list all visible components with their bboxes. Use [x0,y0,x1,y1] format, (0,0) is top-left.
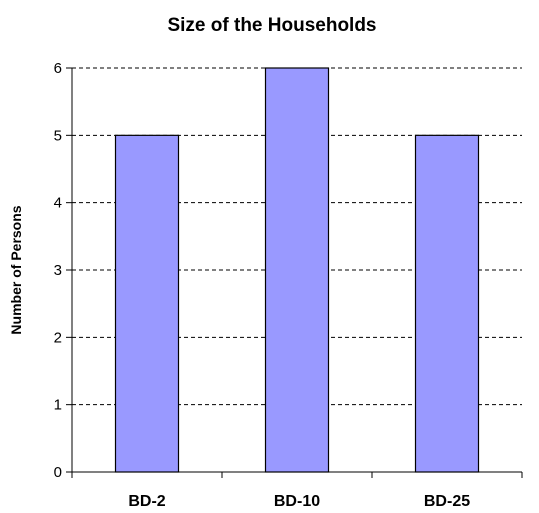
chart-title: Size of the Households [167,15,376,36]
x-tick-label-BD-2: BD-2 [128,493,165,510]
bars [114,67,480,473]
y-axis-label: Number of Persons [8,205,24,334]
y-tick-label-3: 3 [54,262,62,279]
x-tick-label-BD-10: BD-10 [274,493,320,510]
x-ticks: BD-2 BD-10 BD-25 [71,472,523,510]
y-tick-label-0: 0 [54,464,62,481]
y-tick-label-6: 6 [54,60,62,77]
bar-BD-25 [414,134,480,473]
y-tick-label-4: 4 [54,195,62,212]
x-tick-label-BD-25: BD-25 [424,493,470,510]
y-ticks: 0 1 2 3 4 5 6 [54,60,72,481]
y-tick-label-2: 2 [54,329,62,346]
bar-BD-2 [114,134,180,473]
y-tick-label-5: 5 [54,127,62,144]
y-tick-label-1: 1 [54,397,62,414]
bar-BD-10 [264,67,330,473]
